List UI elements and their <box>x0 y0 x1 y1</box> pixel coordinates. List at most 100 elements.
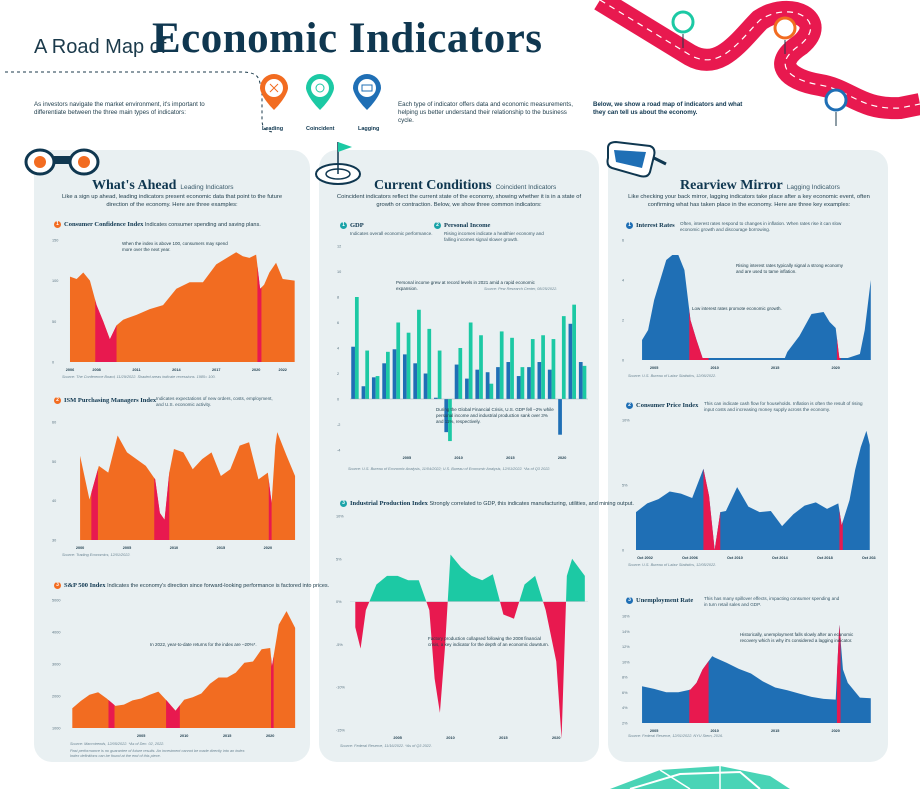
cci-source: Source: The Conference Board, 11/29/2022… <box>62 375 216 379</box>
intro-left: As investors navigate the market environ… <box>34 101 205 116</box>
y-tick-label: 10% <box>336 515 344 519</box>
x-tick-label: Oct 2018 <box>817 556 833 560</box>
cci-heading: 1 Consumer Confidence Index Indicates con… <box>54 221 261 229</box>
cpi-source: Source: U.S. Bureau of Labor Statistics,… <box>628 563 717 567</box>
personal-income-bar <box>406 332 411 399</box>
coincident-subtitle: Coincident Indicators <box>495 184 557 191</box>
y-tick-label: 6 <box>337 321 339 325</box>
personal-income-bar <box>551 339 556 399</box>
x-tick-label: 2020 <box>831 366 839 370</box>
gdp-bar <box>371 377 376 399</box>
gdp-bar <box>558 399 562 435</box>
rates-note-up: Rising interest rates typically signal a… <box>736 263 844 274</box>
gdp-bar <box>527 367 531 399</box>
gdp-bar <box>506 362 511 399</box>
y-tick-label: 2 <box>337 372 339 376</box>
recession-band <box>271 655 274 728</box>
y-tick-label: 10 <box>337 270 341 274</box>
y-tick-label: 5000 <box>52 599 60 603</box>
x-tick-label: Oct 2006 <box>682 556 698 560</box>
gdp-note-up: Personal income grew at record levels in… <box>396 280 535 291</box>
x-tick-label: 2020 <box>252 368 260 372</box>
rearview-mirror-icon <box>606 140 667 178</box>
ip-heading: 3 Industrial Production Index Strongly co… <box>340 500 634 508</box>
personal-income-bar <box>489 383 494 399</box>
sp-source: Source: Macrotrends, 12/05/2022. *As of … <box>70 742 165 746</box>
personal-income-bar <box>468 322 473 399</box>
gdp-note-down: During the Global Financial Crisis, U.S.… <box>436 407 554 424</box>
y-tick-label: 6% <box>622 691 628 695</box>
road-marker-blue <box>824 88 848 126</box>
recession-band <box>703 468 721 550</box>
lagging-title-text: Rearview Mirror <box>680 178 783 193</box>
x-tick-label: 2005 <box>123 546 131 550</box>
gdp-bar <box>547 369 552 399</box>
unemp-number: 3 <box>626 597 633 605</box>
y-tick-label: 6 <box>622 239 624 243</box>
y-tick-label: 30 <box>52 539 56 543</box>
x-tick-label: 2020 <box>266 734 274 738</box>
y-tick-label: -2 <box>337 423 340 427</box>
leading-title-text: What's Ahead <box>92 178 177 193</box>
gdp-bar <box>516 376 521 399</box>
x-tick-label: 2014 <box>172 368 181 372</box>
cci-name: Consumer Confidence Index <box>64 221 144 228</box>
y-tick-label: 0 <box>622 359 624 363</box>
leading-desc: Like a sign up ahead, leading indicators… <box>61 194 283 208</box>
cpi-desc: This can indicate cash flow for househol… <box>704 401 863 412</box>
rates-heading: 1 Interest Rates <box>626 222 675 230</box>
x-tick-label: 2022 <box>278 368 286 372</box>
gdp-bar <box>434 397 438 399</box>
road-marker-orange <box>773 16 797 54</box>
unemp-name: Unemployment Rate <box>636 597 694 604</box>
ipi-chart: -15% -10% -5% 0% 5% 10% 2005 2010 2015 2020 <box>336 515 588 740</box>
recession-band <box>166 699 180 728</box>
y-tick-label: 0 <box>622 549 624 553</box>
y-tick-label: 4000 <box>52 631 60 635</box>
personal-income-bar <box>365 350 370 399</box>
page-title: Economic Indicators <box>152 15 543 62</box>
x-tick-label: 2006 <box>66 368 74 372</box>
personal-income-bar <box>582 365 587 399</box>
y-tick-label: 1000 <box>52 727 60 731</box>
pmi-desc: Indicates expectations of new orders, co… <box>156 396 273 407</box>
unemp-heading: 3 Unemployment Rate <box>626 597 694 605</box>
x-tick-label: Oct 2022 <box>862 556 876 560</box>
y-tick-label: -15% <box>336 729 345 733</box>
y-tick-label: 10% <box>622 660 630 664</box>
recession-band <box>836 338 841 360</box>
area-series <box>69 252 295 362</box>
rates-source: Source: U.S. Bureau of Labor Statistics,… <box>628 374 717 378</box>
personal-income-bar <box>572 304 576 399</box>
lagging-pin-icon <box>353 74 381 110</box>
cci-number: 1 <box>54 221 61 229</box>
city-map-decoration <box>610 766 790 789</box>
rates-chart: 0 2 4 6 2005 2010 2015 2020 <box>622 239 871 370</box>
x-tick-label: 2020 <box>552 736 560 740</box>
ip-name: Industrial Production Index <box>350 500 428 507</box>
ip-source: Source: Federal Reserve, 11/16/2022. *As… <box>340 744 432 748</box>
ip-note: Factory production collapsed following t… <box>428 636 550 647</box>
lagging-desc: Like checking your back mirror, lagging … <box>628 194 870 208</box>
gdp-pi-chart: -4 -2 0 2 4 6 8 10 12 2005 2010 2015 2020 <box>337 245 588 460</box>
gdp-bar <box>392 349 397 399</box>
area-series <box>80 432 296 540</box>
binoculars-icon <box>24 148 100 176</box>
y-tick-label: -10% <box>336 686 345 690</box>
gdp-bar <box>382 363 387 399</box>
gdp-bar <box>465 378 469 399</box>
y-tick-label: 4% <box>622 706 628 710</box>
gdp-bar <box>568 323 573 399</box>
x-tick-label: 2011 <box>132 368 140 372</box>
y-tick-label: 16% <box>622 615 630 619</box>
recession-band <box>108 699 115 728</box>
x-tick-label: 2010 <box>446 736 454 740</box>
y-tick-label: 5% <box>622 484 628 488</box>
personal-income-bar <box>458 348 463 399</box>
y-tick-label: 12% <box>622 645 630 649</box>
y-tick-label: 3000 <box>52 663 60 667</box>
unemp-note: Historically, unemployment falls slowly … <box>740 632 854 643</box>
gdp-bar <box>413 363 418 399</box>
gdp-bar <box>485 372 490 399</box>
y-tick-label: 4 <box>337 347 339 351</box>
